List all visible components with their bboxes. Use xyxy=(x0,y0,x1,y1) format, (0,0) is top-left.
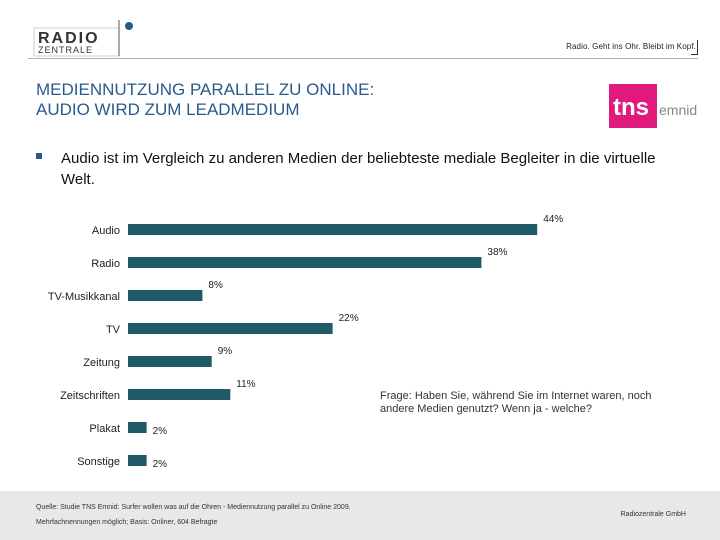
value-label: 38% xyxy=(487,247,507,258)
bullet-text: Audio ist im Vergleich zu anderen Medien… xyxy=(61,150,656,188)
bullet-marker xyxy=(36,153,42,159)
bar xyxy=(128,257,482,268)
footer-bar: Quelle: Studie TNS Emnid: Surfer wollen … xyxy=(0,491,720,540)
emnid-logo-word: emnid xyxy=(659,102,697,118)
value-label: 2% xyxy=(153,459,168,470)
bar xyxy=(128,323,333,334)
title-line-1: MEDIENNUTZUNG PARALLEL ZU ONLINE: xyxy=(36,80,375,99)
category-label: Audio xyxy=(92,225,120,237)
value-label: 22% xyxy=(339,313,359,324)
value-label: 44% xyxy=(543,214,563,225)
tns-emnid-logo: tns emnid xyxy=(609,84,697,128)
category-label: Zeitschriften xyxy=(60,390,120,402)
category-label: TV-Musikkanal xyxy=(48,291,120,303)
tns-logo-word: tns xyxy=(613,94,649,121)
bar xyxy=(128,389,231,400)
value-label: 11% xyxy=(236,379,255,390)
title-line-2: AUDIO WIRD ZUM LEADMEDIUM xyxy=(36,100,300,119)
bar xyxy=(128,224,538,235)
slide-title: MEDIENNUTZUNG PARALLEL ZU ONLINE: AUDIO … xyxy=(36,80,374,120)
tagline-bracket xyxy=(691,40,698,55)
header-tagline: Radio. Geht ins Ohr. Bleibt im Kopf. xyxy=(566,42,696,51)
value-label: 8% xyxy=(208,280,223,291)
bar xyxy=(128,422,147,433)
category-label: Plakat xyxy=(89,423,120,435)
logo-word-radio: RADIO xyxy=(38,30,100,47)
category-label: Sonstige xyxy=(77,456,120,468)
bar xyxy=(128,356,212,367)
footer-organization: Radiozentrale GmbH xyxy=(620,511,686,518)
radiozentrale-logo: RADIO ZENTRALE xyxy=(33,20,133,57)
value-label: 9% xyxy=(218,346,233,357)
value-label: 2% xyxy=(153,426,168,437)
category-label: TV xyxy=(106,324,121,336)
source-line-1: Quelle: Studie TNS Emnid: Surfer wollen … xyxy=(36,504,351,511)
source-line-2: Mehrfachnennungen möglich; Basis: Online… xyxy=(36,519,218,526)
category-label: Radio xyxy=(91,258,120,270)
logo-word-zentrale: ZENTRALE xyxy=(38,45,93,55)
survey-question: Frage: Haben Sie, während Sie im Interne… xyxy=(380,390,652,415)
category-label: Zeitung xyxy=(83,357,120,369)
bar xyxy=(128,455,147,466)
bar-chart: Audio 44% Radio 38% TV-Musikkanal 8% TV 22% Zeit… xyxy=(48,214,563,470)
source-note: Quelle: Studie TNS Emnid: Surfer wollen … xyxy=(36,500,351,530)
bar xyxy=(128,290,203,301)
header-divider xyxy=(28,58,698,59)
